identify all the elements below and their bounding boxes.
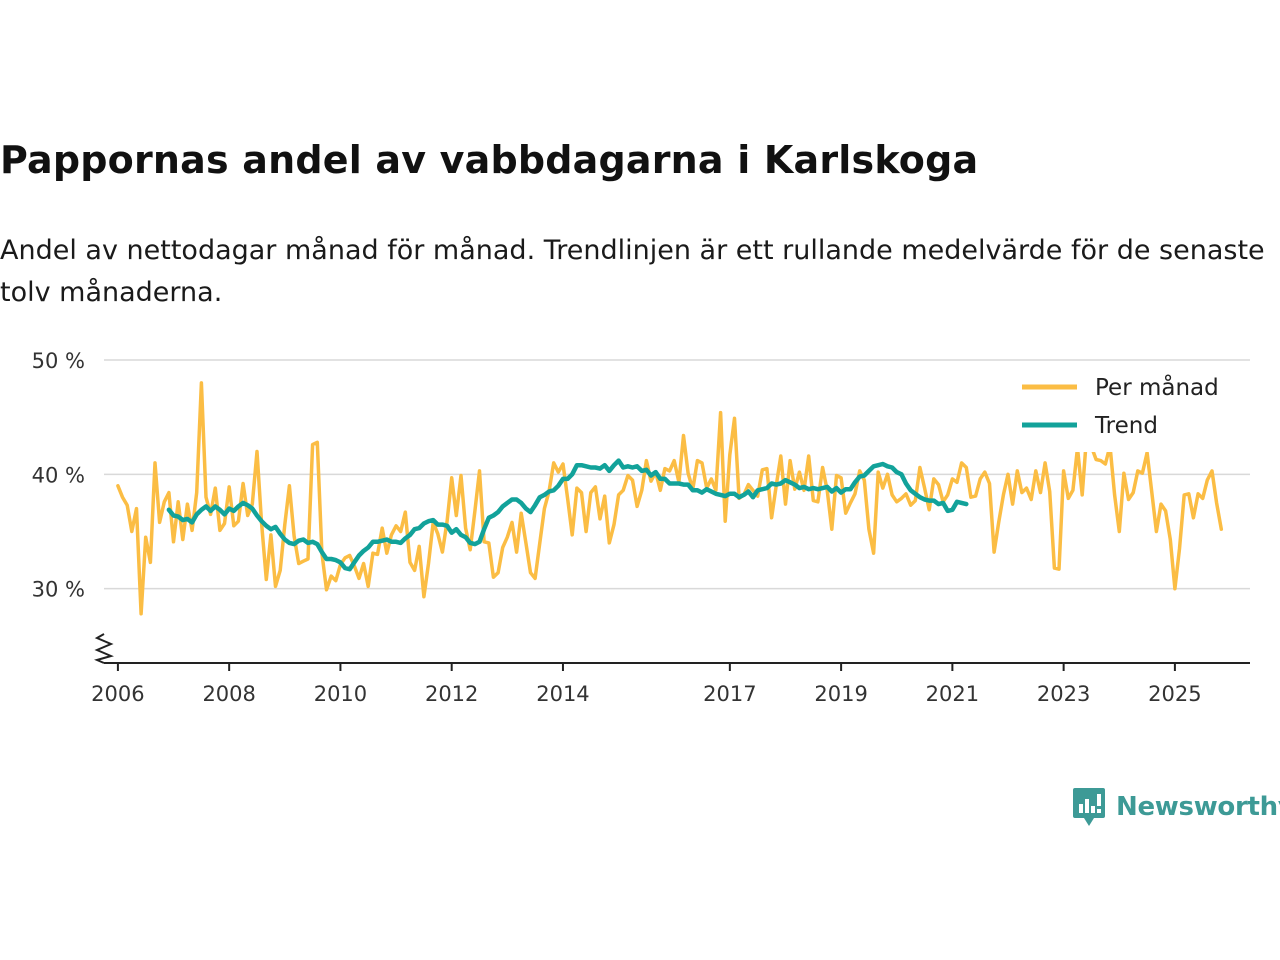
x-axis-ticks: 2006 2008 2010 2012 2014 2017 2019 2021 2023 2025: [91, 663, 1202, 706]
y-tick-label: 40 %: [32, 463, 85, 487]
series-line-per-manad: [116, 381, 1224, 616]
series-lines: [116, 381, 1224, 616]
x-tick-label: 2006: [91, 682, 144, 706]
legend: Per månad Trend: [1008, 368, 1238, 452]
x-tick-label: 2014: [536, 682, 589, 706]
legend-background: [1008, 368, 1238, 452]
y-tick-label: 30 %: [32, 578, 85, 602]
newsworthy-logo-text: Newsworthy: [1116, 792, 1280, 822]
x-tick-label: 2017: [703, 682, 756, 706]
line-chart: 30 % 40 % 50 % 2006 2008 2010 2012 2014 2017 201…: [32, 349, 1250, 706]
y-axis-ticks: 30 % 40 % 50 %: [32, 349, 85, 602]
chart-title: Pappornas andel av vabbdagarna i Karlsko…: [0, 138, 979, 182]
legend-label-per-manad: Per månad: [1095, 373, 1219, 401]
x-tick-label: 2023: [1037, 682, 1090, 706]
x-tick-label: 2021: [926, 682, 979, 706]
y-tick-label: 50 %: [32, 349, 85, 373]
newsworthy-logo: Newsworthy: [1072, 786, 1280, 828]
chart-subtitle: Andel av nettodagar månad för månad. Tre…: [0, 235, 1265, 308]
x-tick-label: 2010: [314, 682, 367, 706]
x-tick-label: 2008: [202, 682, 255, 706]
x-tick-label: 2012: [425, 682, 478, 706]
x-axis: [94, 633, 1250, 664]
axis-break-icon: [94, 633, 114, 664]
x-tick-label: 2019: [814, 682, 867, 706]
newsworthy-logo-icon: [1073, 788, 1105, 826]
x-tick-label: 2025: [1148, 682, 1201, 706]
series-line-trend: [166, 458, 969, 572]
legend-label-trend: Trend: [1094, 413, 1158, 439]
